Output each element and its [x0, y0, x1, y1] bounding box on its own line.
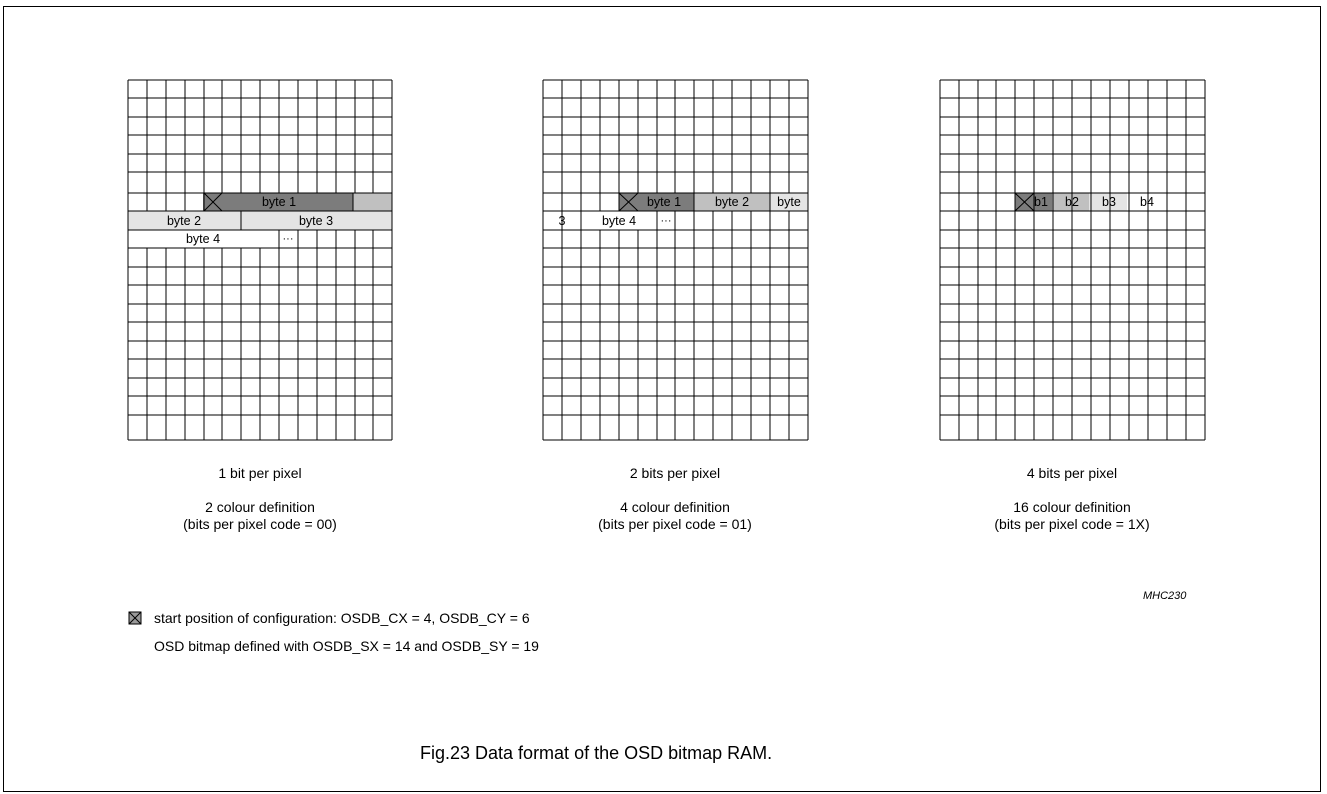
- colour-definition-label: 2 colour definition: [205, 499, 315, 515]
- start-marker-4bpp: [1014, 192, 1035, 212]
- panel-1bpp: byte 1 byte 2 byte 3 byte 4 ···: [127, 79, 393, 441]
- continuation-label: ···: [661, 215, 672, 227]
- b4-label: b4: [1140, 195, 1154, 209]
- byte-1-label: byte 1: [647, 195, 681, 209]
- legend-start-position: start position of configuration: OSDB_CX…: [154, 610, 530, 626]
- b2-label: b2: [1065, 195, 1079, 209]
- byte-3b-label: 3: [559, 214, 566, 228]
- bits-per-pixel-label: 1 bit per pixel: [218, 465, 302, 481]
- code-note-label: (bits per pixel code = 1X): [994, 516, 1150, 532]
- byte-4-label: byte 4: [186, 232, 220, 246]
- grid-4bpp: [939, 79, 1206, 441]
- b1-label: b1: [1034, 195, 1048, 209]
- grid-2bpp: [542, 79, 809, 441]
- caption-panel-1: 1 bit per pixel 2 colour definition (bit…: [110, 465, 410, 533]
- grid-1bpp: [127, 79, 393, 441]
- b3-label: b3: [1102, 195, 1116, 209]
- legend-bitmap-defined: OSD bitmap defined with OSDB_SX = 14 and…: [154, 638, 539, 654]
- bits-per-pixel-label: 4 bits per pixel: [1026, 465, 1118, 481]
- continuation-label: ···: [283, 233, 294, 245]
- byte-3-label: byte 3: [299, 214, 333, 228]
- caption-panel-2: 2 bits per pixel 4 colour definition (bi…: [525, 465, 825, 533]
- figure-frame: [3, 6, 1321, 792]
- byte-1-label: byte 1: [262, 195, 296, 209]
- bits-per-pixel-label: 2 bits per pixel: [629, 465, 721, 481]
- byte-2-label: byte 2: [167, 214, 201, 228]
- byte-3a-label: byte: [777, 195, 801, 209]
- colour-definition-label: 4 colour definition: [620, 499, 730, 515]
- legend-cross-icon: [128, 611, 142, 625]
- colour-definition-label: 16 colour definition: [1013, 499, 1131, 515]
- byte-4-label: byte 4: [602, 214, 636, 228]
- byte-2-label: byte 2: [715, 195, 749, 209]
- start-marker-1bpp: [203, 192, 223, 212]
- start-marker-2bpp: [618, 192, 639, 212]
- figure-caption: Fig.23 Data format of the OSD bitmap RAM…: [420, 743, 773, 763]
- caption-panel-3: 4 bits per pixel 16 colour definition (b…: [922, 465, 1222, 533]
- reference-code: MHC230: [1143, 590, 1187, 602]
- panel-4bpp: b1 b2 b3 b4: [939, 79, 1206, 441]
- panel-2bpp: byte 1 byte 2 byte 3 byte 4 ···: [542, 79, 809, 441]
- code-note-label: (bits per pixel code = 00): [183, 516, 337, 532]
- code-note-label: (bits per pixel code = 01): [598, 516, 752, 532]
